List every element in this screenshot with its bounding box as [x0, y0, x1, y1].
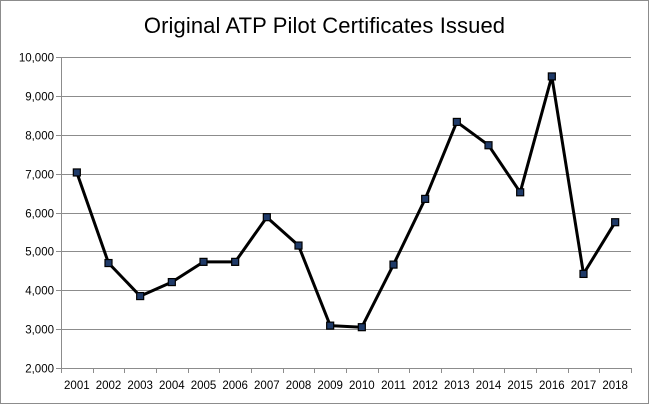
x-tick-label: 2007 [254, 380, 280, 392]
data-point [421, 194, 430, 203]
y-tick-label: 3,000 [25, 325, 54, 337]
data-point [357, 323, 366, 332]
x-tick-label: 2015 [507, 380, 533, 392]
x-tick-label: 2012 [412, 380, 438, 392]
data-point [452, 117, 461, 127]
data-point [136, 291, 145, 301]
y-tick-label: 7,000 [25, 170, 54, 182]
series-line [75, 74, 617, 329]
x-tick-label: 2006 [222, 380, 248, 392]
x-tick-label: 2009 [317, 380, 343, 392]
data-point [611, 218, 620, 227]
chart-title: Original ATP Pilot Certificates Issued [143, 13, 506, 38]
y-tick-label: 10,000 [19, 53, 54, 65]
data-point [167, 277, 176, 287]
data-point [516, 188, 525, 197]
x-tick-label: 2002 [96, 380, 122, 392]
x-tick-label: 2010 [349, 380, 375, 392]
data-point [579, 269, 588, 279]
x-tick-label: 2017 [571, 380, 597, 392]
x-tick-label: 2005 [191, 380, 217, 392]
x-tick-label: 2001 [64, 380, 90, 392]
y-tick-label: 4,000 [25, 286, 54, 298]
data-point [326, 321, 335, 330]
data-point [547, 72, 556, 81]
data-point [294, 241, 303, 250]
data-point [104, 258, 113, 268]
data-point [231, 257, 240, 266]
x-tick-label: 2008 [286, 380, 312, 392]
data-point [72, 168, 81, 177]
y-tick-label: 8,000 [25, 131, 54, 143]
x-tick-label: 2003 [127, 380, 153, 392]
data-point [389, 260, 398, 269]
x-tick-label: 2004 [159, 380, 185, 392]
x-tick-label: 2014 [476, 380, 502, 392]
x-tick-label: 2011 [381, 380, 406, 392]
data-point [262, 213, 271, 222]
data-point [484, 141, 493, 150]
y-tick-label: 2,000 [25, 364, 54, 376]
y-tick-label: 5,000 [25, 247, 54, 259]
y-tick-label: 6,000 [25, 209, 54, 221]
y-tick-label: 9,000 [25, 92, 54, 104]
x-tick-label: 2013 [444, 380, 470, 392]
x-tick-label: 2018 [602, 380, 628, 392]
data-point [199, 257, 208, 266]
x-tick-label: 2016 [539, 380, 565, 392]
